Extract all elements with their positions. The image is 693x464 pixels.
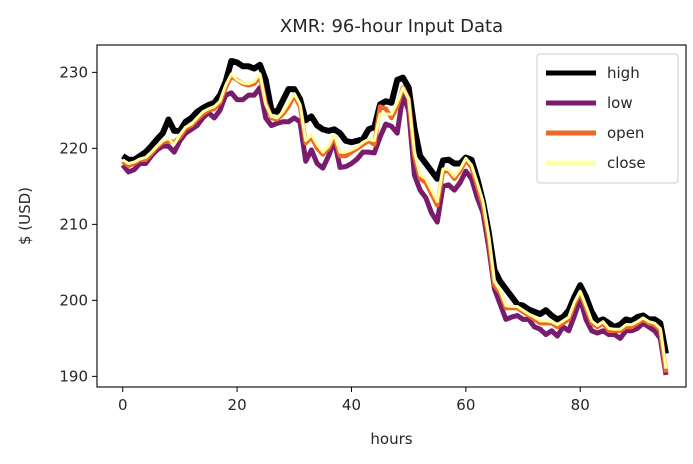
- x-tick-label: 0: [118, 396, 128, 414]
- y-tick-label: 200: [59, 291, 88, 309]
- x-tick-label: 80: [571, 396, 590, 414]
- series-line-close: [121, 72, 668, 369]
- legend-label-low: low: [607, 94, 633, 112]
- plot-area-frame: [96, 44, 687, 388]
- y-axis: 190 200 210 220 230: [59, 63, 97, 385]
- x-tick-label: 20: [228, 396, 247, 414]
- y-tick-label: 230: [59, 63, 88, 81]
- x-axis: 0 20 40 60 80: [118, 387, 590, 414]
- series-layer: [120, 57, 669, 376]
- x-axis-title: hours: [370, 430, 412, 448]
- x-tick-label: 40: [342, 396, 361, 414]
- legend-label-high: high: [607, 64, 640, 82]
- y-tick-label: 210: [59, 215, 88, 233]
- legend-label-close: close: [607, 154, 646, 172]
- series-line-low: [120, 85, 669, 376]
- series-line-high: [121, 57, 669, 355]
- y-axis-title: $ (USD): [16, 187, 34, 245]
- x-tick-label: 60: [456, 396, 475, 414]
- chart-title: XMR: 96-hour Input Data: [280, 16, 503, 37]
- y-tick-label: 220: [59, 139, 88, 157]
- legend: high low open close: [536, 53, 679, 184]
- y-tick-label: 190: [59, 367, 88, 385]
- legend-box: [536, 53, 679, 184]
- legend-label-open: open: [607, 124, 644, 142]
